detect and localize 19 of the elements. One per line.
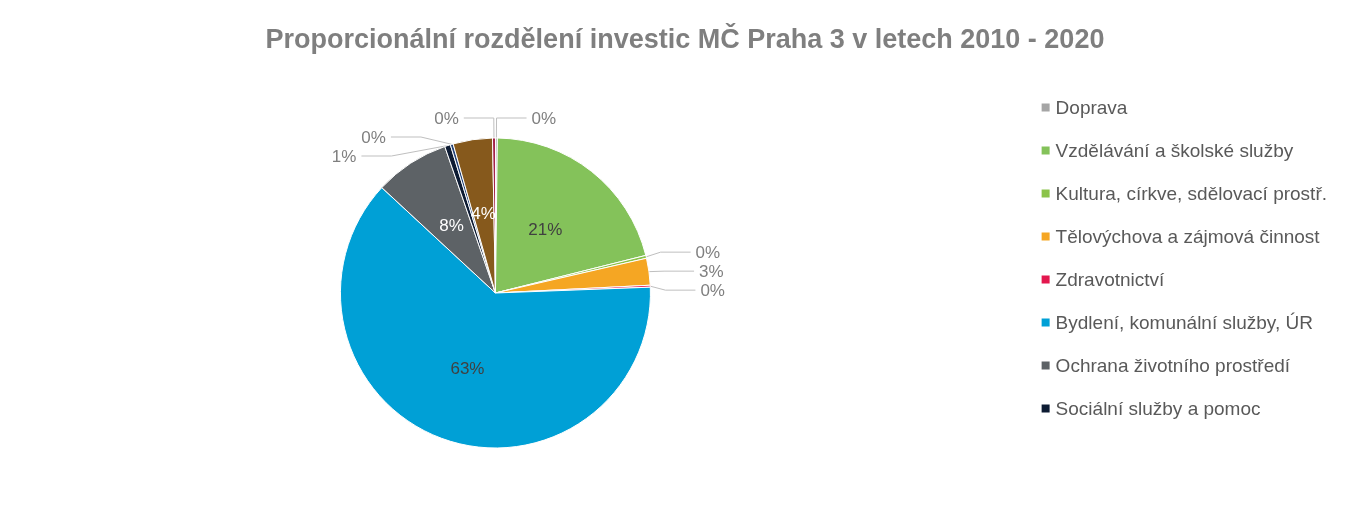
data-label: 0% (434, 108, 459, 128)
data-label: 0% (700, 280, 725, 300)
data-label: 63% (450, 358, 485, 378)
data-label: 8% (439, 216, 464, 236)
legend-label: Doprava (1055, 97, 1128, 118)
legend-label: Kultura, církve, sdělovací prostř. (1055, 183, 1328, 204)
legend-label: Vzdělávání a školské služby (1055, 140, 1294, 161)
data-label: 1% (331, 146, 357, 166)
legend-label: Tělovýchova a zájmová činnost (1055, 226, 1321, 247)
data-label: 0% (361, 127, 386, 147)
data-label: 21% (528, 220, 563, 240)
data-label: 0% (531, 108, 557, 128)
legend-label: Sociální služby a pomoc (1055, 398, 1261, 419)
data-label: 3% (699, 261, 724, 281)
data-label: 0% (695, 242, 721, 262)
legend-label: Bydlení, komunální služby, ÚR (1055, 312, 1313, 333)
chart-title: Proporcionální rozdělení investic MČ Praha 3 v letech 2010 - 2020 (265, 22, 1105, 54)
legend-label: Ochrana životního prostředí (1055, 355, 1291, 376)
legend-label: Zdravotnictví (1055, 269, 1166, 290)
